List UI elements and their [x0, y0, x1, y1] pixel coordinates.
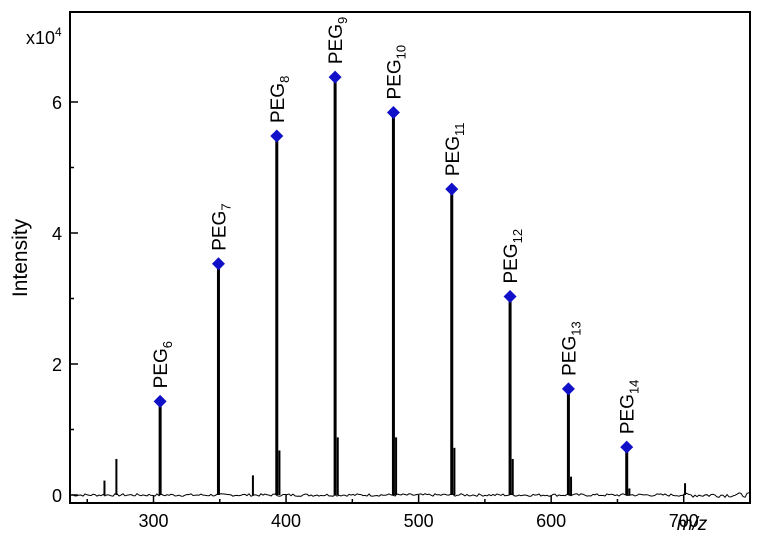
peak-label: PEG13 [559, 321, 583, 376]
peak-label-subscript: 10 [393, 45, 408, 59]
peak-marker-diamond [386, 105, 400, 119]
axis-ticks [70, 101, 751, 503]
baseline-trace [70, 492, 750, 499]
peak-marker-diamond [561, 382, 575, 396]
y-tick-label: 6 [52, 93, 62, 113]
peak-label-subscript: 13 [568, 321, 583, 335]
peak-label-subscript: 14 [627, 380, 642, 394]
peak-label-subscript: 11 [452, 122, 467, 136]
peak-marker-diamond [620, 440, 634, 454]
peak-label-base: PEG [268, 83, 289, 123]
y-tick-label: 4 [52, 224, 62, 244]
peak-label-subscript: 7 [218, 203, 233, 210]
peak-label-subscript: 12 [510, 229, 525, 243]
x-tick-label: 300 [138, 511, 168, 531]
peak-label: PEG14 [618, 380, 642, 435]
plot-frame [69, 11, 751, 504]
peak-marker-diamond [445, 182, 459, 196]
peak-label: PEG8 [268, 76, 292, 123]
peak-label-base: PEG [151, 348, 172, 388]
peak-label-base: PEG [326, 24, 347, 64]
peak-label-base: PEG [501, 243, 522, 283]
peak-label: PEG10 [384, 45, 408, 100]
x-tick-label: 600 [536, 511, 566, 531]
peak-labels: PEG6PEG7PEG8PEG9PEG10PEG11PEG12PEG13PEG1… [151, 17, 642, 434]
peak-label: PEG11 [443, 122, 467, 176]
peak-label: PEG7 [209, 203, 233, 250]
y-tick-label: 2 [52, 355, 62, 375]
tick-labels: 3004005006007008009000246 [52, 93, 699, 531]
peak-label: PEG9 [326, 17, 350, 64]
x-tick-label: 500 [404, 511, 434, 531]
peak-marker-diamond [328, 70, 342, 84]
peak-label-subscript: 8 [277, 76, 292, 83]
peak-label-base: PEG [559, 336, 580, 376]
x-tick-label: 700 [669, 511, 699, 531]
peak-marker-diamond [270, 129, 284, 143]
peak-label-base: PEG [209, 211, 230, 251]
x-tick-label: 400 [271, 511, 301, 531]
peak-marker-diamond [153, 394, 167, 408]
y-exponent-power: 4 [55, 25, 62, 39]
peak-label-base: PEG [618, 394, 639, 434]
peak-markers [153, 70, 634, 454]
peak-label: PEG6 [151, 341, 175, 388]
y-exponent-label: x104 [26, 25, 62, 48]
baseline-noise [70, 492, 750, 499]
x-axis-label: m/z [677, 514, 708, 535]
peak-label-base: PEG [384, 59, 405, 99]
peak-label: PEG12 [501, 229, 525, 284]
peak-marker-diamond [503, 290, 517, 304]
peak-label-subscript: 6 [160, 341, 175, 348]
y-axis-label: Intensity [9, 218, 32, 297]
peak-lines [103, 77, 687, 495]
y-exponent-base: x10 [26, 28, 55, 48]
peak-label-base: PEG [443, 136, 464, 176]
peak-marker-diamond [211, 257, 225, 271]
peak-label-subscript: 9 [335, 17, 350, 24]
y-tick-label: 0 [52, 486, 62, 506]
